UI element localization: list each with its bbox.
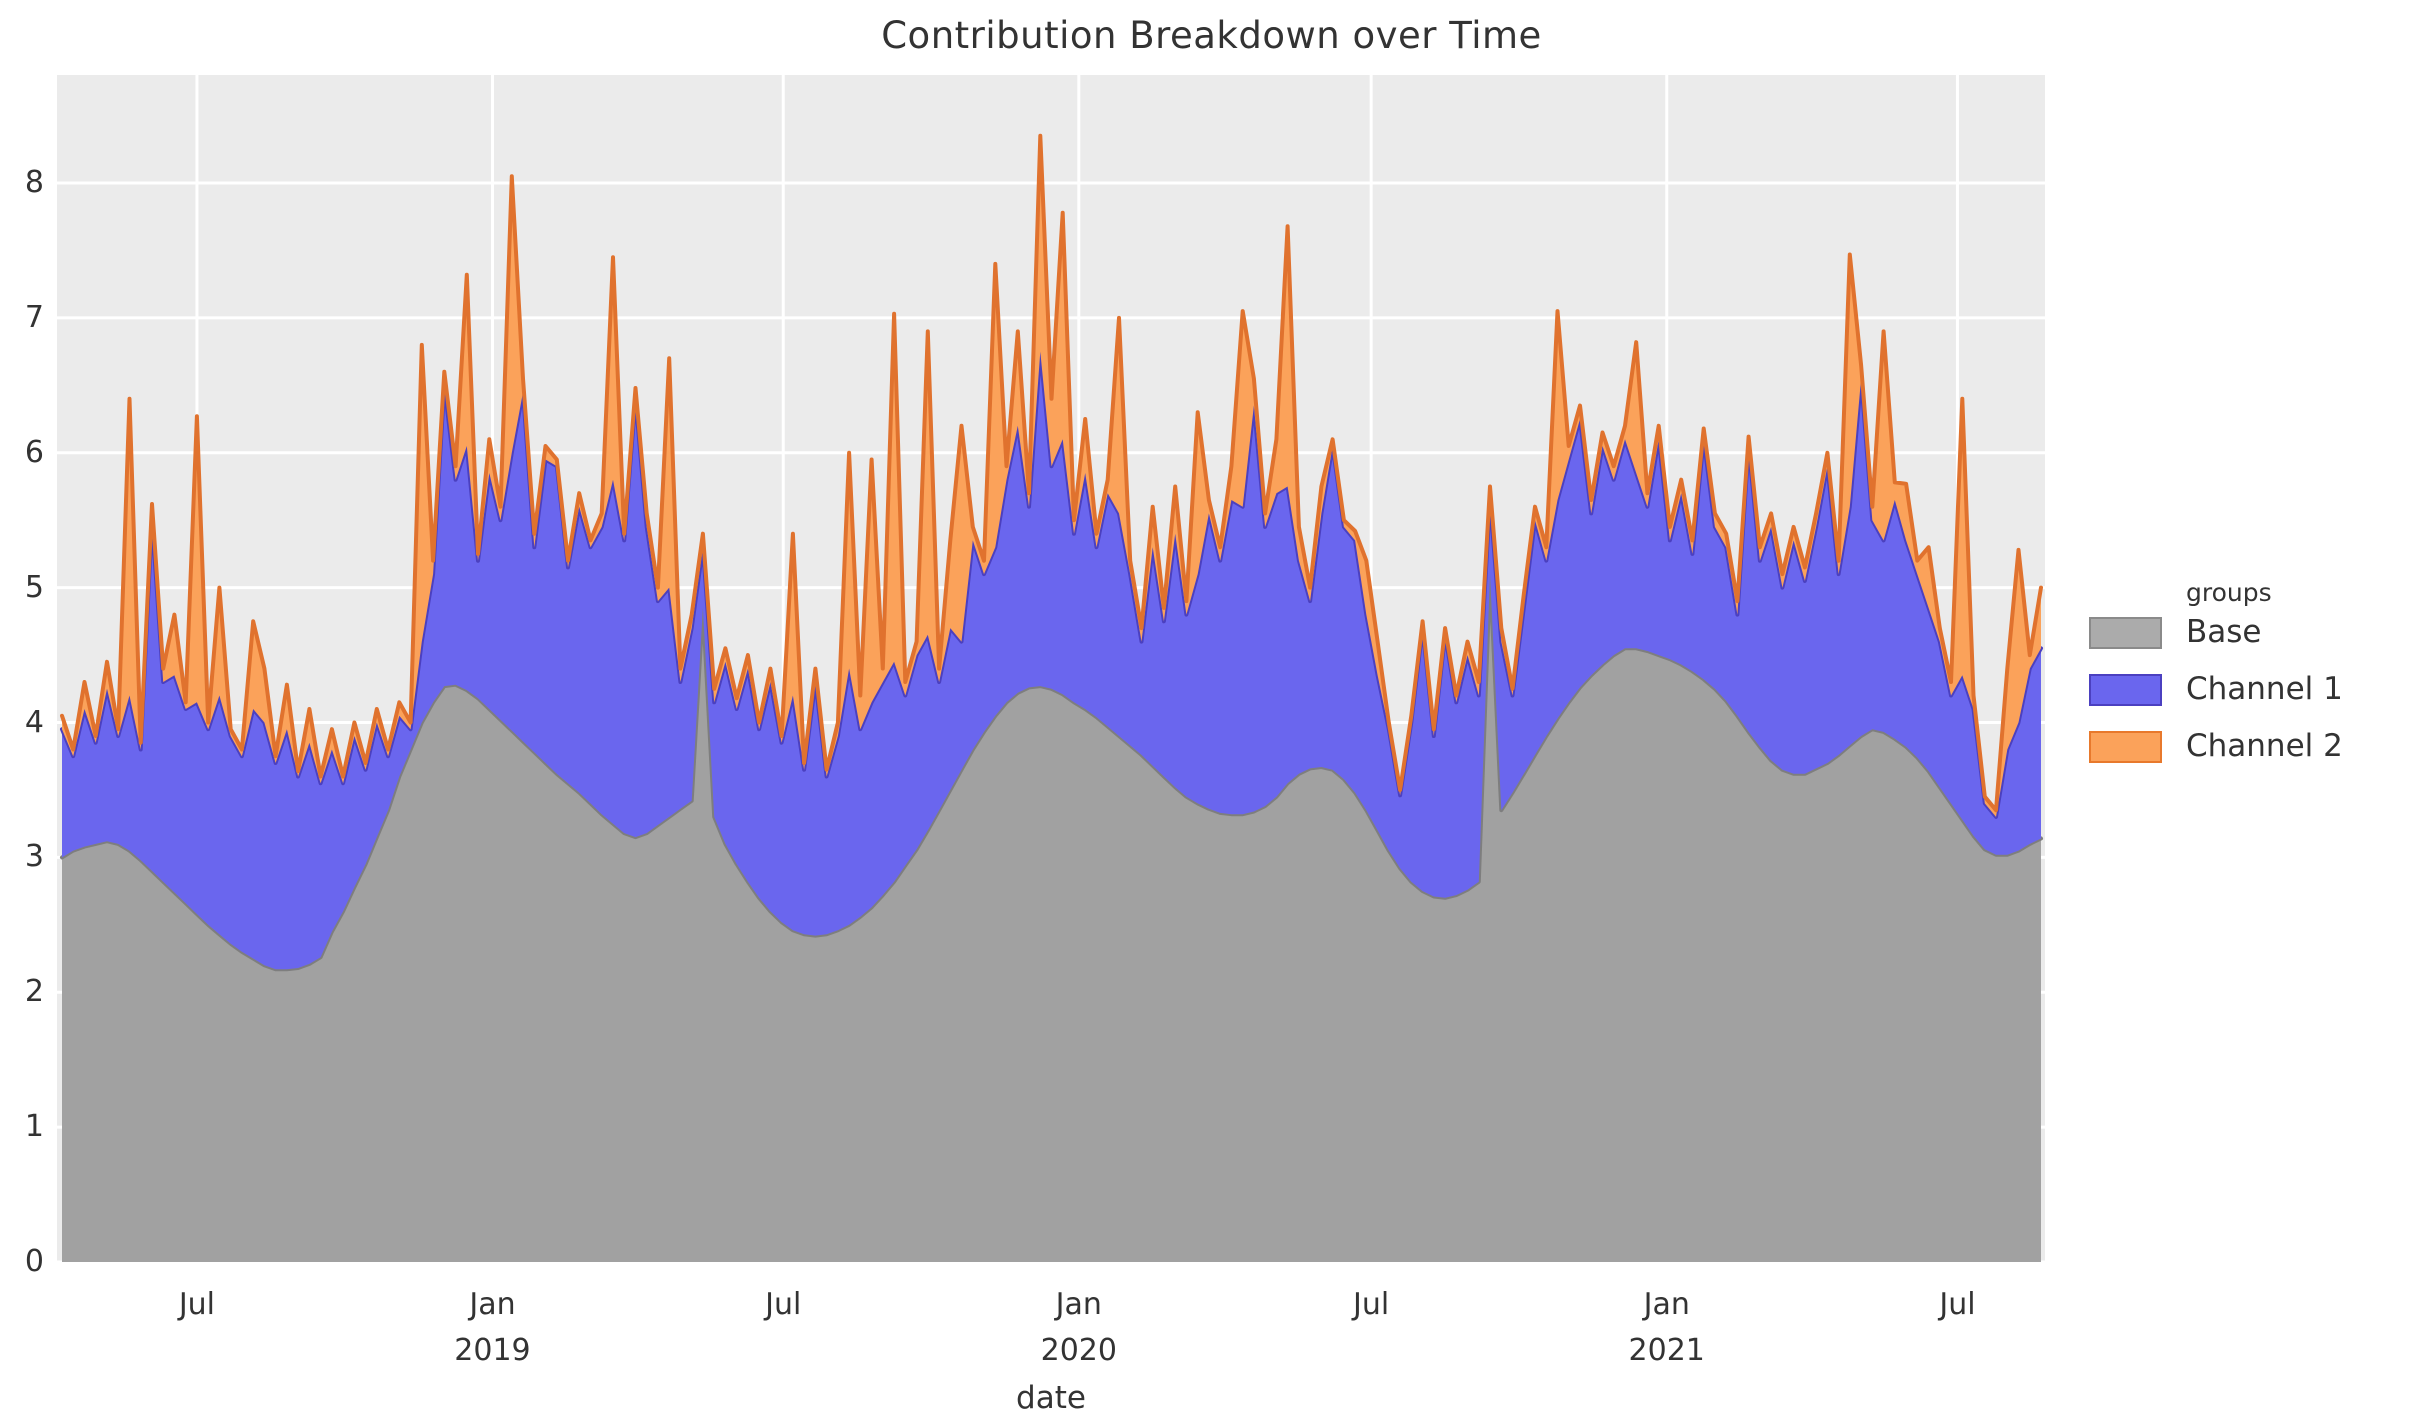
- x-tick-year-label-2019: 2019: [454, 1333, 531, 1368]
- y-tick-label-4: 4: [24, 704, 44, 740]
- legend-swatch-channel-2: [2089, 731, 2162, 763]
- legend-label-channel-2: Channel 2: [2186, 728, 2343, 764]
- y-tick-label-1: 1: [24, 1109, 44, 1145]
- x-tick-label-Jul: Jul: [765, 1287, 802, 1322]
- y-tick-label-6: 6: [24, 434, 44, 470]
- legend-label-base: Base: [2186, 614, 2262, 650]
- channel1-area: [62, 351, 2041, 970]
- base-area: [62, 574, 2041, 1262]
- x-tick-label-Jul: Jul: [1353, 1287, 1390, 1322]
- legend-swatch-channel-1: [2089, 674, 2162, 706]
- x-tick-label-Jul: Jul: [1939, 1287, 1976, 1322]
- y-tick-label-3: 3: [24, 839, 44, 875]
- y-tick-label-0: 0: [24, 1244, 44, 1279]
- legend-swatch-base: [2089, 617, 2162, 649]
- channel2-line: [60, 133, 2043, 813]
- legend-title: groups: [2186, 578, 2272, 607]
- x-tick-label-Jan-2019: Jan: [469, 1287, 516, 1322]
- legend-label-channel-1: Channel 1: [2186, 671, 2343, 707]
- x-axis-label: date: [1016, 1380, 1086, 1416]
- chart-title: Contribution Breakdown over Time: [881, 14, 1542, 57]
- y-tick-label-5: 5: [24, 569, 44, 605]
- x-tick-label-Jul: Jul: [178, 1287, 216, 1322]
- x-tick-year-label-2021: 2021: [1628, 1333, 1705, 1368]
- y-tick-label-2: 2: [24, 974, 44, 1010]
- x-tick-label-Jan-2021: Jan: [1643, 1287, 1690, 1322]
- x-tick-label-Jan-2020: Jan: [1055, 1287, 1102, 1322]
- x-tick-year-label-2020: 2020: [1040, 1333, 1117, 1368]
- y-tick-label-8: 8: [24, 165, 44, 200]
- y-tick-label-7: 7: [24, 299, 44, 335]
